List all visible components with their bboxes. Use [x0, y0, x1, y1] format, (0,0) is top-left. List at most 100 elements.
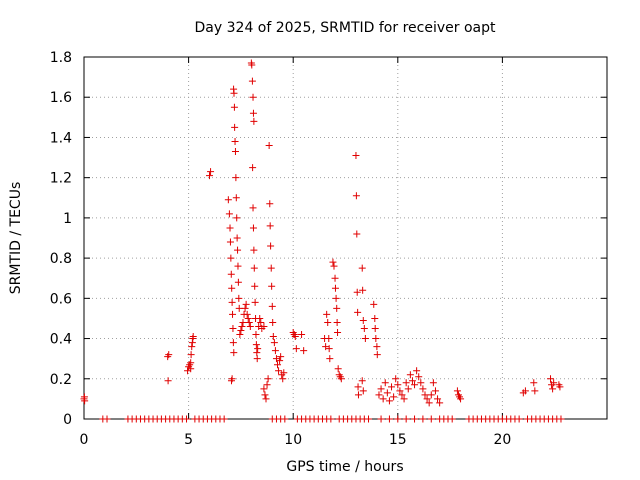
data-point — [270, 339, 278, 347]
data-point — [276, 357, 284, 365]
data-point — [411, 415, 419, 423]
data-point — [248, 61, 256, 69]
data-point — [360, 325, 368, 332]
data-point — [164, 377, 172, 385]
data-point — [264, 375, 272, 383]
y-tick-label: 0.4 — [50, 332, 72, 348]
data-point — [230, 349, 238, 357]
data-point — [234, 246, 242, 254]
data-point — [229, 325, 237, 332]
y-tick-label: 0.2 — [50, 372, 72, 388]
data-point — [249, 224, 257, 232]
data-point — [220, 415, 228, 423]
data-point — [269, 333, 277, 341]
axis-ticks: 0 0.2 0.4 0.6 0.8 1 1.2 1.4 1.6 1.8 0 5 10 15 20 — [50, 50, 607, 448]
data-point — [421, 391, 429, 399]
y-tick-label: 1.8 — [50, 50, 72, 66]
data-point — [81, 397, 89, 405]
data-point — [267, 264, 275, 272]
data-point — [370, 300, 378, 308]
data-point — [515, 415, 523, 423]
x-tick-label: 20 — [493, 432, 511, 448]
data-point — [230, 89, 238, 97]
data-point — [434, 395, 442, 403]
data-point — [453, 387, 461, 395]
data-point — [253, 355, 261, 363]
data-point — [253, 349, 261, 357]
data-point — [249, 109, 257, 117]
data-point — [457, 395, 465, 403]
data-point — [230, 103, 238, 111]
data-point — [189, 333, 197, 341]
data-point — [353, 288, 361, 296]
data-point — [187, 359, 195, 367]
data-point — [425, 399, 433, 407]
data-point — [227, 270, 235, 278]
y-tick-label: 0.8 — [50, 251, 72, 267]
data-point — [325, 345, 333, 353]
data-point — [248, 77, 256, 85]
data-point — [266, 200, 274, 208]
data-point — [257, 318, 265, 326]
data-points — [80, 59, 565, 423]
plot-frame — [83, 56, 608, 420]
data-point — [250, 117, 258, 125]
data-point — [331, 274, 339, 282]
x-tick-label: 0 — [80, 432, 89, 448]
data-point — [427, 415, 435, 423]
data-point — [325, 335, 333, 343]
data-point — [394, 415, 402, 423]
data-point — [267, 242, 275, 250]
data-point — [228, 298, 236, 306]
data-point — [334, 329, 342, 337]
data-point — [427, 391, 435, 399]
data-point — [250, 246, 258, 254]
data-point — [431, 387, 439, 395]
data-point — [332, 294, 340, 302]
data-point — [252, 331, 260, 339]
y-tick-label: 1 — [63, 211, 72, 227]
data-point — [292, 345, 300, 353]
data-point — [371, 325, 379, 332]
data-point — [547, 375, 555, 383]
data-point — [165, 351, 173, 359]
data-point — [103, 415, 111, 423]
data-point — [187, 351, 195, 359]
data-point — [408, 377, 416, 385]
data-point — [556, 383, 564, 391]
x-axis-label: GPS time / hours — [286, 459, 403, 475]
data-point — [392, 375, 400, 383]
data-point — [322, 343, 330, 351]
data-point — [281, 415, 289, 423]
data-point — [237, 327, 245, 335]
data-point — [359, 316, 367, 324]
data-point — [256, 314, 264, 322]
data-point — [224, 196, 232, 204]
data-point — [358, 377, 366, 385]
data-point — [417, 379, 425, 387]
data-point — [260, 322, 268, 330]
data-point — [383, 389, 391, 397]
data-point — [232, 174, 240, 182]
data-point — [251, 298, 259, 306]
data-point — [263, 381, 271, 389]
data-point — [400, 395, 408, 403]
data-point — [334, 365, 342, 373]
data-point — [402, 379, 410, 387]
data-point — [385, 415, 393, 423]
data-point — [448, 415, 456, 423]
data-point — [333, 304, 341, 312]
data-point — [232, 194, 240, 202]
data-point — [521, 387, 529, 395]
data-point — [254, 345, 262, 353]
data-point — [352, 192, 360, 200]
data-point — [234, 262, 242, 270]
data-point — [266, 222, 274, 230]
data-point — [236, 331, 244, 339]
y-tick-label: 0 — [63, 412, 72, 428]
data-point — [406, 371, 414, 379]
data-point — [249, 93, 257, 101]
data-point — [268, 302, 276, 310]
data-point — [377, 415, 385, 423]
data-point — [188, 343, 196, 351]
